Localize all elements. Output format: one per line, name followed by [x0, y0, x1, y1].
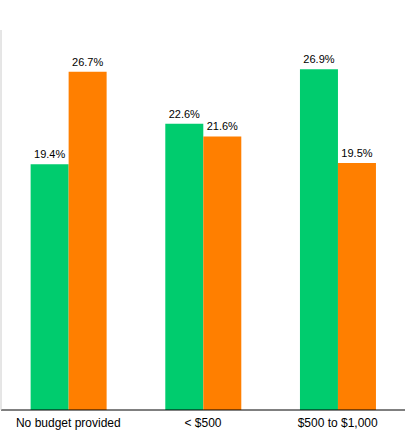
svg-text:No budget provided: No budget provided: [16, 416, 121, 430]
svg-text:26.9%: 26.9%: [303, 53, 334, 65]
svg-text:26.7%: 26.7%: [72, 56, 103, 68]
svg-text:< $500: < $500: [184, 416, 221, 430]
svg-text:19.5%: 19.5%: [341, 147, 372, 159]
svg-text:$500 to $1,000: $500 to $1,000: [298, 416, 378, 430]
svg-text:21.6%: 21.6%: [207, 120, 238, 132]
svg-text:19.4%: 19.4%: [34, 148, 65, 160]
svg-text:22.6%: 22.6%: [169, 108, 200, 120]
